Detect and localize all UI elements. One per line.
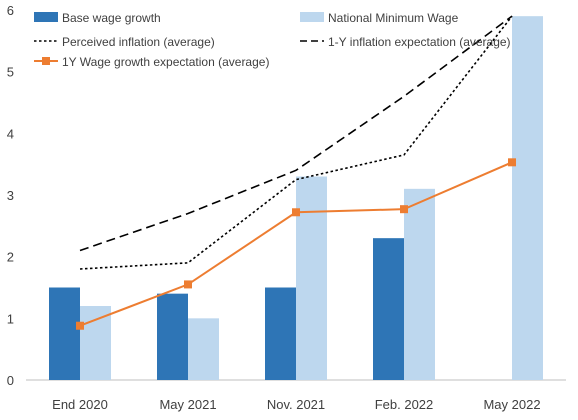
- x-tick-label: May 2022: [483, 397, 540, 412]
- y-tick-label: 2: [7, 250, 14, 265]
- legend-label: 1-Y inflation expectation (average): [328, 35, 511, 49]
- bar-national-minimum-wage: [296, 176, 327, 380]
- legend-label: Perceived inflation (average): [62, 35, 215, 49]
- legend-entry: Base wage growth: [34, 11, 161, 25]
- legend-entry: 1Y Wage growth expectation (average): [34, 55, 269, 69]
- lines-layer: [76, 15, 516, 330]
- legend-entry: Perceived inflation (average): [34, 35, 215, 49]
- wage-expectation-point: [508, 158, 516, 167]
- legend-entry: 1-Y inflation expectation (average): [300, 35, 511, 49]
- line-perceived-inflation-average: [79, 15, 513, 270]
- wage-expectation-point: [400, 205, 408, 214]
- legend-swatch: [300, 12, 324, 22]
- legend-label: Base wage growth: [62, 11, 161, 25]
- legend-label: 1Y Wage growth expectation (average): [62, 55, 269, 69]
- legend: Base wage growth National Minimum Wage Per…: [34, 11, 511, 69]
- y-tick-label: 6: [7, 3, 14, 18]
- x-tick-label: Nov. 2021: [267, 397, 325, 412]
- bars-layer: [49, 16, 543, 381]
- legend-swatch: [34, 12, 58, 22]
- y-tick-label: 0: [7, 373, 14, 388]
- bar-base-wage-growth: [373, 238, 404, 380]
- legend-marker: [42, 57, 50, 65]
- bar-national-minimum-wage: [512, 16, 543, 381]
- bar-national-minimum-wage: [80, 306, 111, 380]
- x-tick-label: End 2020: [52, 397, 108, 412]
- wage-expectation-point: [76, 321, 84, 330]
- x-axis-ticks: End 2020 May 2021 Nov. 2021 Feb. 2022 May 20…: [52, 397, 540, 412]
- y-tick-label: 4: [7, 126, 14, 141]
- bar-base-wage-growth: [265, 287, 296, 380]
- line-1-y-inflation-expectation-average: [79, 15, 513, 252]
- legend-label: National Minimum Wage: [328, 11, 459, 25]
- bar-base-wage-growth: [49, 287, 80, 380]
- y-axis-ticks: 0 1 2 3 4 5 6: [7, 3, 14, 388]
- bar-national-minimum-wage: [404, 188, 435, 380]
- wage-expectation-point: [292, 208, 300, 217]
- bar-national-minimum-wage: [188, 318, 219, 380]
- legend-entry: National Minimum Wage: [300, 11, 459, 25]
- y-tick-label: 1: [7, 311, 14, 326]
- wage-expectation-point: [184, 280, 192, 289]
- x-tick-label: Feb. 2022: [375, 397, 434, 412]
- y-tick-label: 5: [7, 65, 14, 80]
- x-tick-label: May 2021: [159, 397, 216, 412]
- y-tick-label: 3: [7, 188, 14, 203]
- bar-base-wage-growth: [157, 293, 188, 380]
